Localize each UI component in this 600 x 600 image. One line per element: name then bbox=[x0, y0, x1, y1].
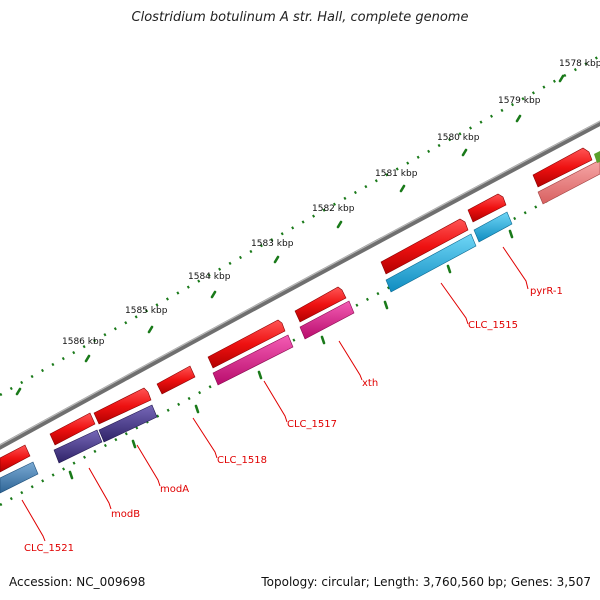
callout-line bbox=[502, 246, 529, 290]
gene-arrow bbox=[467, 193, 507, 223]
tick-label: 1584 kbp bbox=[188, 272, 231, 282]
major-tick bbox=[558, 74, 565, 83]
callout-line bbox=[88, 467, 112, 510]
major-tick bbox=[336, 220, 343, 229]
cds-purple bbox=[53, 429, 103, 464]
gene-label-moda: modA bbox=[160, 484, 189, 495]
gene-arrow bbox=[380, 218, 469, 275]
callout-line bbox=[338, 340, 363, 381]
major-tick bbox=[84, 354, 91, 363]
gene-label-xth: xth bbox=[362, 378, 378, 389]
gene-arrow bbox=[49, 412, 96, 446]
callout-line bbox=[263, 380, 288, 423]
inner-tick bbox=[508, 229, 514, 239]
inner-tick bbox=[68, 470, 74, 480]
gene-arrow bbox=[93, 387, 152, 425]
callout-line bbox=[192, 417, 218, 459]
gene-features bbox=[0, 147, 593, 473]
tick-labels: 1578 kbp 1579 kbp 1580 kbp 1581 kbp 1582… bbox=[62, 59, 600, 347]
gene-arrow bbox=[532, 147, 593, 188]
gene-label-clc-1517: CLC_1517 bbox=[287, 419, 337, 430]
accession-label: Accession: NC_009698 bbox=[9, 575, 146, 589]
cds-green-edge bbox=[594, 151, 600, 163]
cds-salmon bbox=[537, 159, 600, 205]
inner-tick bbox=[131, 439, 137, 449]
tick-label: 1583 kbp bbox=[251, 239, 294, 249]
tick-label: 1585 kbp bbox=[125, 306, 168, 316]
major-tick bbox=[147, 325, 154, 334]
callout-line bbox=[136, 444, 161, 487]
gene-arrow bbox=[0, 444, 31, 473]
callout-lines bbox=[21, 246, 529, 542]
tick-label: 1580 kbp bbox=[437, 133, 480, 143]
major-ticks bbox=[15, 74, 565, 396]
gene-arrow bbox=[156, 365, 196, 395]
tick-label: 1582 kbp bbox=[312, 204, 355, 214]
gene-label-modb: modB bbox=[111, 509, 140, 520]
gene-labels: pyrR-1 CLC_1515 xth CLC_1517 CLC_1518 mo… bbox=[24, 286, 563, 554]
tick-label: 1581 kbp bbox=[375, 169, 418, 179]
major-tick bbox=[273, 255, 280, 264]
major-tick bbox=[399, 184, 406, 193]
gene-label-pyrR-1: pyrR-1 bbox=[530, 286, 563, 297]
genome-summary: Topology: circular; Length: 3,760,560 bp… bbox=[261, 575, 591, 589]
cds-blue bbox=[473, 211, 513, 243]
cds-pink bbox=[299, 300, 355, 340]
cds-pink bbox=[212, 334, 294, 386]
map-title: Clostridium botulinum A str. Hall, compl… bbox=[131, 10, 469, 25]
genome-backbone-highlight bbox=[0, 120, 600, 446]
genome-backbone bbox=[0, 120, 600, 450]
tick-label: 1578 kbp bbox=[559, 59, 600, 69]
major-tick bbox=[210, 290, 217, 299]
inner-tick-row bbox=[0, 170, 600, 507]
cds-steel bbox=[0, 461, 39, 494]
inner-tick bbox=[383, 300, 389, 310]
inner-tick bbox=[194, 404, 200, 414]
major-tick bbox=[461, 148, 468, 157]
gene-arrow bbox=[294, 286, 347, 323]
inner-tick bbox=[320, 335, 326, 345]
gene-label-clc-1518: CLC_1518 bbox=[217, 455, 267, 466]
callout-line bbox=[440, 282, 469, 325]
gene-arrow bbox=[207, 319, 286, 369]
gene-label-clc-1521: CLC_1521 bbox=[24, 543, 74, 554]
cds-blue bbox=[385, 233, 477, 293]
tick-label: 1586 kbp bbox=[62, 337, 105, 347]
gene-label-clc-1515: CLC_1515 bbox=[468, 320, 518, 331]
tick-label: 1579 kbp bbox=[498, 96, 541, 106]
callout-line bbox=[21, 499, 46, 542]
cds-purple bbox=[98, 404, 158, 443]
inner-tick bbox=[257, 370, 263, 380]
major-tick bbox=[15, 387, 22, 396]
inner-major-ticks bbox=[68, 229, 514, 480]
major-tick bbox=[515, 114, 522, 123]
cds-features bbox=[0, 151, 600, 494]
inner-tick bbox=[446, 264, 452, 274]
